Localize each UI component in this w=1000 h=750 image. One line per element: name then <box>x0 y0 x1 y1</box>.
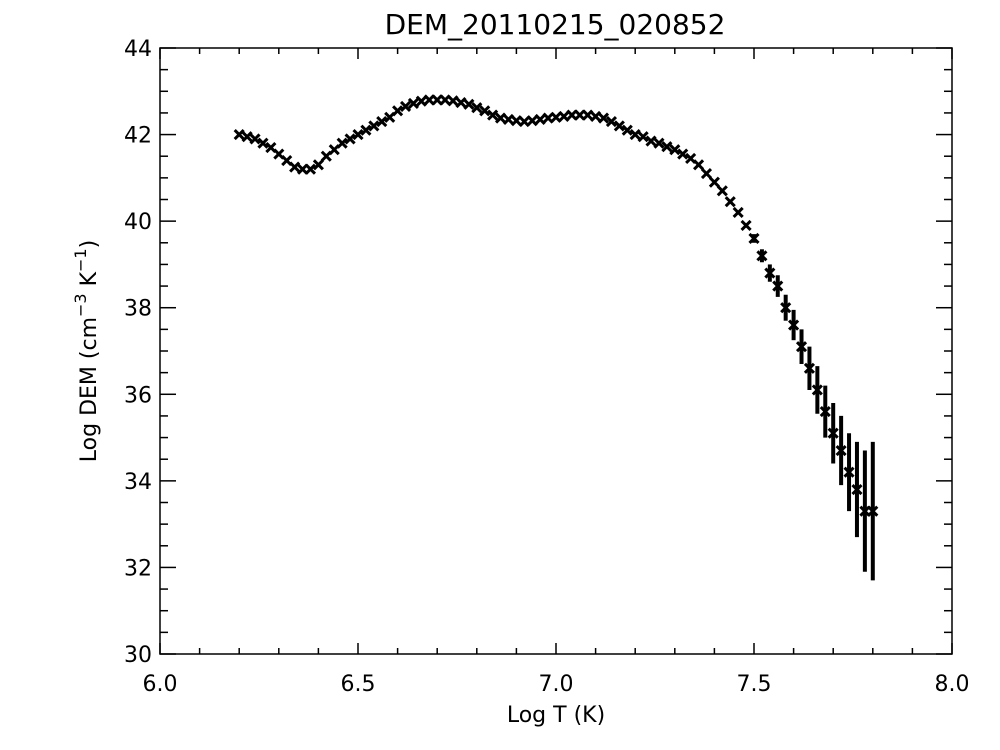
data-point <box>352 129 364 141</box>
y-tick-label: 30 <box>124 643 152 668</box>
data-point <box>772 280 784 292</box>
data-point <box>764 267 776 279</box>
y-tick-label: 36 <box>124 383 152 408</box>
data-point <box>479 105 491 117</box>
y-tick-label: 44 <box>124 37 152 62</box>
data-point <box>653 137 665 149</box>
data-point <box>312 159 324 171</box>
data-point <box>843 466 855 478</box>
data-point <box>645 135 657 147</box>
data-point <box>724 196 736 208</box>
data-point <box>692 159 705 171</box>
x-tick-label: 7.5 <box>737 672 772 697</box>
data-point <box>700 167 713 180</box>
x-tick-label: 6.5 <box>341 672 376 697</box>
data-point <box>304 163 317 175</box>
y-tick-label: 38 <box>124 297 152 322</box>
data-point <box>613 120 625 132</box>
y-axis-label-mid: K <box>77 271 102 293</box>
y-tick-label: 32 <box>124 556 152 581</box>
data-point <box>819 406 831 418</box>
y-axis-label-exp1: −3 <box>71 293 90 317</box>
data-point <box>637 131 649 143</box>
data-point <box>392 105 404 117</box>
data-point <box>344 133 356 145</box>
data-point <box>732 206 744 219</box>
axis-ticks <box>159 47 953 655</box>
data-point <box>803 362 816 374</box>
data-point <box>415 95 427 107</box>
data-point <box>463 98 475 110</box>
y-tick-label: 34 <box>124 470 152 495</box>
data-point <box>780 302 792 314</box>
y-axis-label-end: ) <box>77 240 102 249</box>
data-point <box>740 219 752 232</box>
data-point <box>788 319 800 331</box>
data-point <box>526 115 538 127</box>
data-point <box>257 137 269 149</box>
y-axis-label-exp2: −1 <box>71 248 90 272</box>
data-point <box>407 97 420 109</box>
data-point <box>558 110 570 122</box>
data-point <box>827 427 839 439</box>
data-point <box>590 110 602 122</box>
data-point <box>605 116 618 128</box>
data-point <box>534 113 546 125</box>
data-point <box>241 131 253 143</box>
data-point <box>487 109 499 121</box>
data-point <box>716 185 728 197</box>
data-point <box>669 144 681 156</box>
data-point <box>233 129 245 141</box>
data-point <box>748 232 760 245</box>
data-point <box>811 384 823 396</box>
data-point <box>597 112 610 124</box>
chart-title: DEM_20110215_020852 <box>385 8 726 41</box>
data-point <box>582 109 594 121</box>
x-tick-label: 8.0 <box>935 672 970 697</box>
data-point <box>399 100 412 112</box>
data-point <box>708 176 720 188</box>
y-tick-labels: 30 32 34 36 38 40 42 44 <box>124 37 152 668</box>
data-point <box>795 341 808 353</box>
data-point <box>756 250 768 262</box>
data-point <box>661 141 673 153</box>
x-tick-label: 6.0 <box>143 672 178 697</box>
data-point <box>455 96 467 109</box>
data-point <box>376 116 388 128</box>
data-point <box>494 112 507 124</box>
data-point <box>368 120 380 132</box>
data-point <box>677 148 689 160</box>
y-tick-label: 40 <box>124 210 152 235</box>
data-point <box>289 161 301 173</box>
y-axis-label-main: Log DEM (cm <box>77 317 102 462</box>
data-point <box>447 95 459 107</box>
data-point <box>249 133 261 145</box>
data-point <box>621 124 633 136</box>
x-tick-label: 7.0 <box>539 672 574 697</box>
data-point <box>336 137 348 149</box>
data-point <box>867 505 879 517</box>
plot-frame <box>159 47 953 655</box>
x-tick-labels: 6.0 6.5 7.0 7.5 8.0 <box>143 672 970 697</box>
data-point <box>360 124 372 136</box>
data-point <box>471 102 483 114</box>
data-point <box>629 129 641 141</box>
data-point <box>835 444 847 457</box>
y-axis-label: Log DEM (cm−3 K−1) <box>71 240 102 462</box>
data-points <box>233 94 879 517</box>
data-point <box>502 113 515 125</box>
y-tick-label: 42 <box>124 124 152 149</box>
x-axis-label: Log T (K) <box>507 703 605 728</box>
data-point <box>851 483 863 496</box>
